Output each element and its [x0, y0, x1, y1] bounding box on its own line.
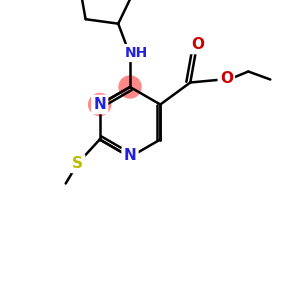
- Text: O: O: [191, 37, 204, 52]
- Text: N: N: [124, 148, 136, 164]
- Circle shape: [89, 94, 111, 116]
- Text: S: S: [72, 156, 83, 171]
- Text: N: N: [93, 97, 106, 112]
- Text: O: O: [220, 71, 233, 86]
- Circle shape: [119, 76, 141, 98]
- Text: NH: NH: [124, 46, 148, 60]
